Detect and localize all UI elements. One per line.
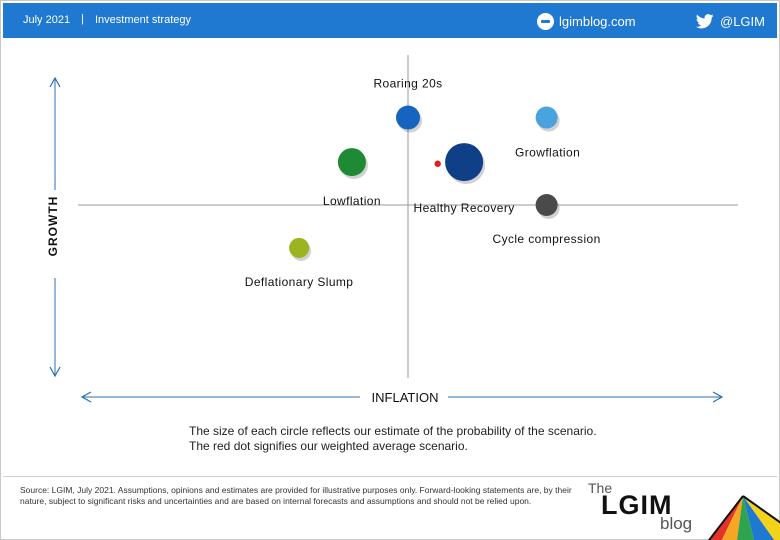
y-axis-label: GROWTH [46, 196, 60, 257]
source-disclaimer: Source: LGIM, July 2021. Assumptions, op… [20, 485, 572, 506]
scenario-bubble[interactable] [337, 148, 366, 177]
scenario-bubble[interactable] [535, 194, 558, 216]
logo-blog: blog [660, 514, 693, 533]
scenario-label: Cycle compression [493, 232, 601, 246]
twitter-handle: @LGIM [720, 13, 765, 29]
header-date: July 2021 [23, 14, 71, 26]
scenario-label: Roaring 20s [373, 77, 442, 91]
scenario-bubble[interactable] [535, 106, 558, 129]
footer-divider [3, 476, 777, 477]
note-circle-size: The size of each circle reflects our est… [189, 424, 597, 438]
weighted-average-dot[interactable] [434, 160, 441, 167]
twitter-link[interactable]: @LGIM [696, 11, 765, 31]
twitter-icon [696, 13, 714, 28]
scenario-label: Deflationary Slump [245, 275, 354, 289]
x-axis-label: INFLATION [372, 390, 439, 405]
scenario-label: Growflation [515, 146, 580, 160]
scenario-chart: INFLATION GROWTH Roaring 20s Growflation Low… [46, 55, 738, 405]
header-separator: | [81, 13, 84, 25]
header-bar: July 2021 | Investment strategy lgimblog… [3, 3, 777, 38]
lgim-blog-logo: The LGIM blog [580, 478, 780, 540]
scenario-bubble[interactable] [396, 105, 420, 130]
scenario-label: Healthy Recovery [414, 201, 515, 215]
globe-icon [537, 12, 554, 30]
scenario-label: Lowflation [323, 194, 381, 208]
note-red-dot: The red dot signifies our weighted avera… [189, 439, 468, 453]
scenario-bubble[interactable] [445, 143, 484, 182]
logo-lgim: LGIM [601, 490, 673, 520]
site-link[interactable]: lgimblog.com [537, 11, 636, 31]
header-section: Investment strategy [95, 14, 191, 26]
logo-the: The [588, 480, 613, 496]
umbrella-icon [707, 495, 780, 540]
scenario-bubble[interactable] [289, 237, 310, 258]
site-link-text: lgimblog.com [559, 13, 636, 29]
